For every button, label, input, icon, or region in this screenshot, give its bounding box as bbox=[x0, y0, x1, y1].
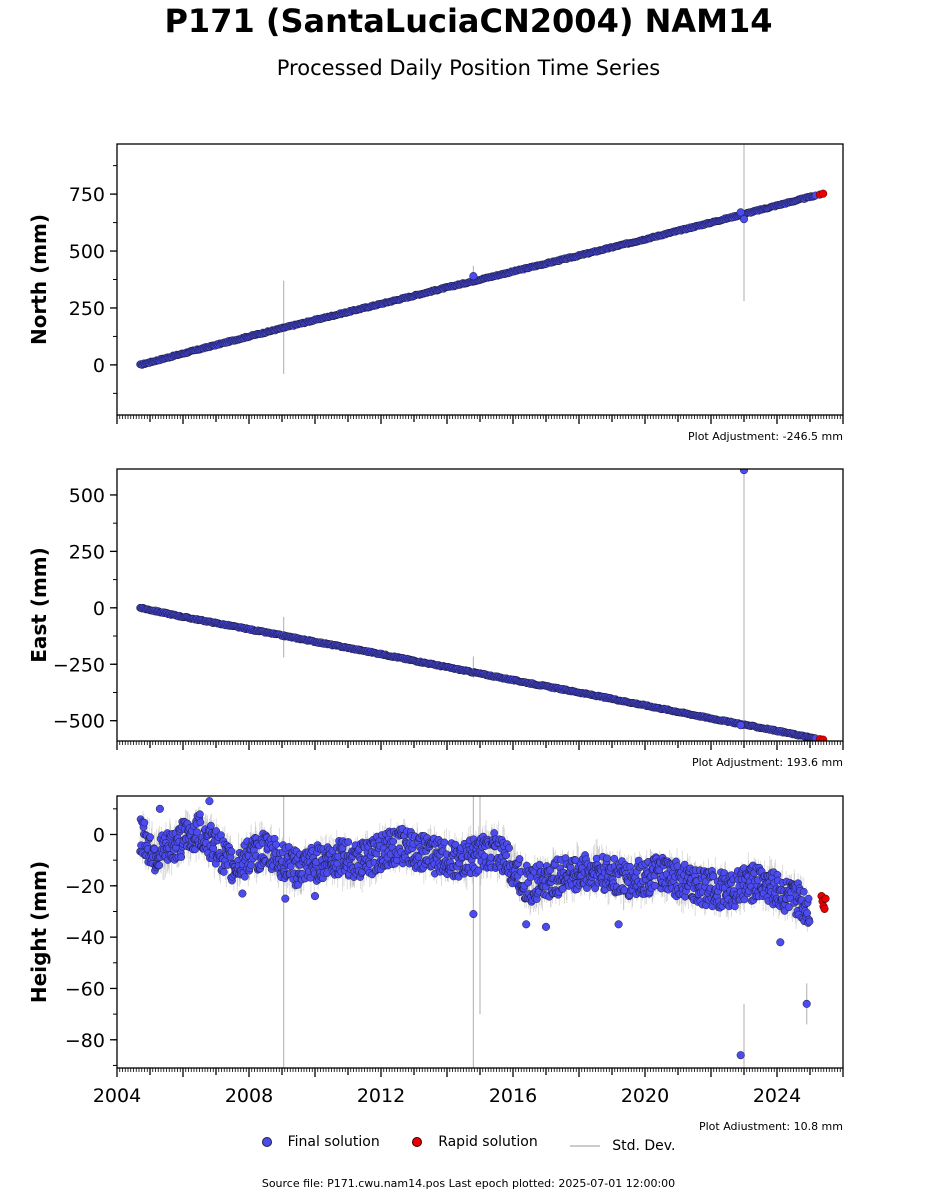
final-point bbox=[389, 837, 398, 846]
rapid-point bbox=[819, 189, 828, 198]
final-point bbox=[155, 861, 164, 870]
outlier-point bbox=[469, 909, 478, 919]
final-point bbox=[294, 880, 302, 889]
outlier-point bbox=[776, 938, 785, 947]
final-point bbox=[344, 838, 353, 846]
time-series-plots: 0 250 500 750 North (mm) Plot Adjustment: -24… bbox=[27, 143, 844, 1130]
y-tick-label: −250 bbox=[53, 654, 105, 676]
outlier-point bbox=[736, 721, 745, 730]
final-point bbox=[207, 821, 215, 830]
y-tick-label: −60 bbox=[65, 978, 105, 1000]
outlier-point bbox=[238, 889, 247, 898]
panel-frame bbox=[116, 468, 844, 742]
y-tick-label: 0 bbox=[93, 824, 105, 846]
y-tick-label: 0 bbox=[93, 598, 105, 620]
final-point bbox=[535, 860, 544, 869]
final-point bbox=[196, 818, 205, 827]
rapid-point bbox=[819, 735, 828, 741]
outlier-point bbox=[281, 894, 290, 903]
outlier-point bbox=[739, 469, 749, 475]
y-axis-label: East (mm) bbox=[27, 547, 51, 663]
final-point bbox=[146, 833, 154, 842]
y-tick-label: −40 bbox=[65, 927, 105, 949]
outlier-point bbox=[614, 920, 623, 929]
final-point bbox=[558, 885, 567, 893]
plot-area bbox=[136, 144, 828, 375]
y-tick-label: 0 bbox=[93, 355, 105, 377]
y-tick-label: 250 bbox=[69, 298, 105, 320]
final-point bbox=[193, 828, 201, 837]
final-point bbox=[799, 887, 808, 896]
final-point bbox=[219, 868, 228, 876]
final-point bbox=[140, 818, 149, 827]
panel-1: 0 250 500 750 North (mm) Plot Adjustment: -24… bbox=[27, 143, 844, 443]
final-point bbox=[805, 917, 814, 926]
outlier-point bbox=[736, 208, 745, 217]
final-point bbox=[440, 838, 449, 847]
final-point bbox=[247, 861, 255, 870]
outlier-point bbox=[522, 920, 531, 929]
final-point bbox=[272, 840, 280, 849]
y-tick-label: 500 bbox=[69, 485, 105, 507]
final-point bbox=[241, 872, 249, 881]
outlier-point bbox=[541, 922, 551, 931]
final-point bbox=[227, 847, 236, 856]
final-point bbox=[505, 844, 513, 852]
final-point bbox=[610, 854, 619, 863]
rapid-point bbox=[821, 894, 830, 903]
panel-2: 500 250 0 −250 −500 East (mm) Plot Adjustment:… bbox=[27, 468, 844, 769]
final-point bbox=[196, 810, 204, 819]
y-tick-label: −80 bbox=[65, 1030, 105, 1052]
y-tick-label: 750 bbox=[69, 184, 105, 206]
final-point bbox=[804, 894, 813, 903]
final-point bbox=[740, 895, 749, 904]
final-point bbox=[414, 853, 423, 861]
plot-area bbox=[136, 796, 830, 1068]
y-axis-label: North (mm) bbox=[27, 214, 51, 345]
final-point bbox=[474, 866, 483, 875]
chart-title: P171 (SantaLuciaCN2004) NAM14 bbox=[164, 2, 773, 40]
final-point bbox=[591, 884, 600, 893]
outlier-point bbox=[802, 999, 811, 1008]
final-point bbox=[502, 851, 511, 860]
final-point bbox=[515, 855, 524, 863]
outlier-point bbox=[310, 892, 320, 901]
outlier-point bbox=[739, 215, 749, 224]
final-point bbox=[709, 872, 718, 881]
outlier-point bbox=[469, 272, 478, 281]
y-tick-label: −500 bbox=[53, 711, 105, 733]
final-point bbox=[785, 903, 793, 912]
chart-subtitle: Processed Daily Position Time Series bbox=[276, 56, 661, 80]
y-tick-label: 250 bbox=[69, 541, 105, 563]
final-point bbox=[651, 881, 659, 890]
rapid-point bbox=[820, 904, 829, 913]
outlier-point bbox=[736, 1051, 745, 1060]
y-tick-label: 500 bbox=[69, 241, 105, 263]
plot-adjustment-label: Plot Adjustment: 193.6 mm bbox=[692, 756, 843, 769]
plot-adjustment-label: Plot Adjustment: -246.5 mm bbox=[688, 430, 843, 443]
final-point bbox=[286, 862, 295, 871]
plot-area bbox=[136, 469, 828, 741]
y-tick-label: −20 bbox=[65, 876, 105, 898]
final-point bbox=[803, 909, 811, 917]
outlier-point bbox=[205, 797, 214, 806]
final-point bbox=[177, 853, 186, 861]
outlier-point bbox=[155, 804, 164, 813]
final-point bbox=[603, 854, 611, 863]
